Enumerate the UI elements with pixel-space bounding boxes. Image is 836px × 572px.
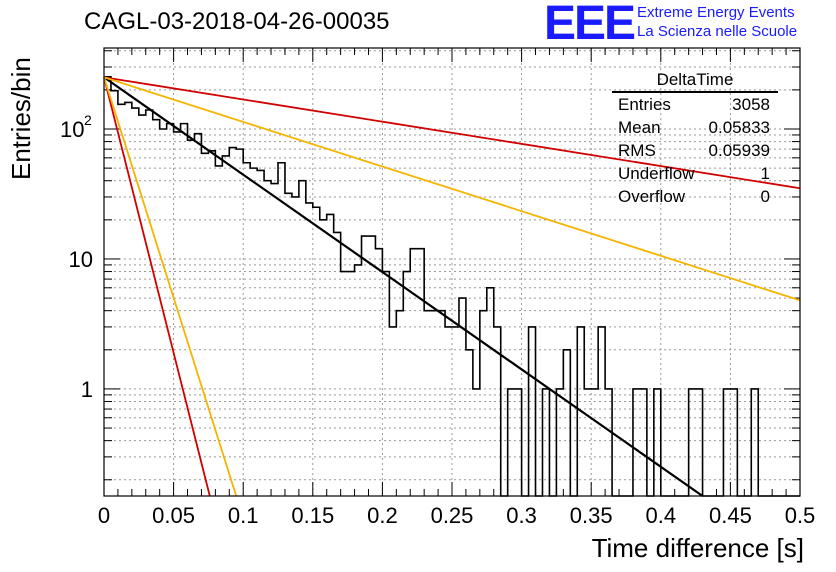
stats-value: 1: [760, 164, 770, 183]
stats-value: 0: [760, 187, 770, 206]
x-axis-label: Time difference [s]: [591, 533, 804, 563]
stats-label: Entries: [618, 95, 671, 114]
fit-curve: [103, 77, 238, 497]
stats-label: Overflow: [618, 187, 686, 206]
stats-value: 0.05833: [708, 118, 770, 137]
x-tick-label: 0.1: [228, 503, 259, 528]
x-tick-label: 0.05: [152, 503, 195, 528]
stats-row: RMS 0.05939: [612, 139, 778, 162]
x-tick-label: 0.15: [291, 503, 334, 528]
stats-value: 0.05939: [708, 141, 770, 160]
x-tick-label: 0.2: [367, 503, 398, 528]
x-tick-label: 0: [98, 503, 110, 528]
x-tick-label: 0.45: [709, 503, 752, 528]
stats-row: Underflow 1: [612, 162, 778, 185]
x-tick-label: 0.5: [785, 503, 816, 528]
fit-curve: [103, 77, 211, 497]
stats-row: Entries 3058: [612, 93, 778, 116]
fit-curve: [103, 76, 801, 302]
y-axis-label: Entries/bin: [6, 57, 36, 180]
y-tick-label: 10: [60, 117, 84, 142]
x-tick-label: 0.3: [506, 503, 537, 528]
y-tick-label: 1: [81, 377, 93, 402]
stats-row: Mean 0.05833: [612, 116, 778, 139]
fit-curve: [103, 76, 801, 190]
plot-frame: [103, 47, 801, 497]
y-tick-label: 10: [69, 247, 93, 272]
stats-label: Mean: [618, 118, 661, 137]
x-tick-label: 0.4: [646, 503, 677, 528]
stats-title: DeltaTime: [612, 70, 778, 93]
stats-label: Underflow: [618, 164, 695, 183]
eee-logo: EEE: [544, 0, 636, 50]
stats-value: 3058: [732, 95, 770, 114]
page-title: CAGL-03-2018-04-26-00035: [84, 8, 390, 35]
stats-box: DeltaTime Entries 3058 Mean 0.05833 RMS …: [612, 70, 778, 208]
y-tick-label-exponent: 2: [84, 112, 92, 128]
stats-label: RMS: [618, 141, 656, 160]
x-tick-label: 0.35: [570, 503, 613, 528]
logo-line-1: Extreme Energy Events: [637, 4, 795, 21]
logo-line-2: La Scienza nelle Scuole: [637, 23, 798, 40]
x-tick-label: 0.25: [431, 503, 474, 528]
fit-curve: [103, 76, 704, 497]
stats-row: Overflow 0: [612, 185, 778, 208]
